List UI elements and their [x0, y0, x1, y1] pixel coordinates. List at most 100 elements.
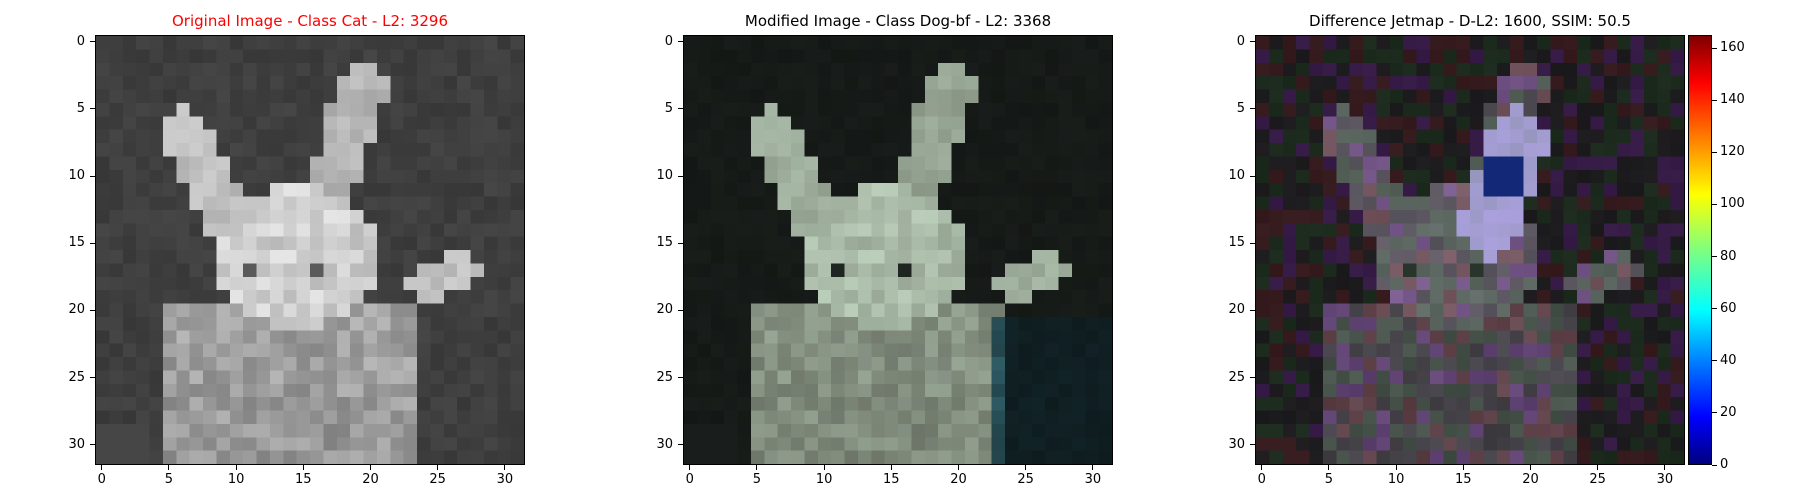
pixel	[149, 250, 164, 264]
pixel	[1058, 357, 1073, 371]
pixel	[697, 183, 712, 197]
pixel	[1496, 223, 1511, 237]
pixel	[964, 290, 979, 304]
pixel	[938, 303, 952, 318]
pixel	[363, 236, 378, 251]
pixel	[1643, 437, 1658, 451]
pixel	[216, 129, 231, 144]
pixel	[497, 143, 511, 157]
pixel	[296, 183, 311, 197]
pixel	[1657, 36, 1671, 50]
pixel	[1603, 129, 1618, 144]
pixel	[710, 343, 725, 358]
pixel	[96, 143, 110, 157]
pixel	[777, 183, 792, 197]
pixel	[162, 423, 177, 438]
pixel	[1523, 250, 1538, 264]
pixel	[844, 62, 859, 77]
pixel	[1376, 129, 1391, 144]
pixel	[443, 263, 458, 278]
pixel	[310, 397, 324, 411]
pixel	[189, 223, 204, 237]
pixel	[1376, 116, 1391, 130]
pixel	[1590, 223, 1605, 237]
pixel	[363, 129, 378, 144]
pixel	[483, 370, 498, 385]
pixel	[1031, 303, 1046, 318]
pixel	[1098, 102, 1112, 117]
pixel	[216, 102, 231, 117]
pixel	[162, 169, 177, 184]
pixel	[1031, 383, 1046, 398]
pixel	[96, 250, 110, 264]
pixel	[1523, 383, 1538, 398]
pixel	[1456, 129, 1471, 144]
pixel	[229, 236, 244, 251]
pixel	[203, 450, 217, 464]
pixel	[1443, 370, 1457, 385]
pixel	[96, 156, 110, 171]
pixel	[1550, 450, 1564, 464]
pixel	[1005, 183, 1019, 197]
pixel	[1590, 303, 1605, 318]
pixel	[443, 156, 458, 171]
pixel	[1363, 156, 1377, 171]
pixel	[1085, 343, 1099, 358]
pixel	[750, 276, 765, 291]
pixel	[96, 397, 110, 411]
pixel	[1376, 316, 1391, 331]
pixel	[1085, 263, 1099, 278]
pixel	[764, 183, 778, 197]
pixel	[777, 370, 792, 385]
pixel	[96, 89, 110, 104]
pixel	[336, 102, 351, 117]
pixel	[978, 423, 992, 438]
pixel	[804, 209, 819, 224]
pixel	[1389, 357, 1404, 371]
pixel	[804, 49, 819, 64]
pixel	[697, 397, 712, 411]
pixel	[857, 263, 872, 278]
pixel	[1031, 357, 1046, 371]
difference-jetmap-title: Difference Jetmap - D-L2: 1600, SSIM: 50…	[1309, 12, 1631, 30]
pixel	[764, 76, 778, 90]
pixel	[1256, 263, 1270, 278]
pixel	[911, 250, 926, 264]
pixel	[964, 156, 979, 171]
pixel	[1577, 316, 1591, 331]
pixel	[269, 370, 284, 385]
pixel	[871, 250, 885, 264]
pixel	[684, 303, 698, 318]
pixel	[817, 183, 832, 197]
pixel	[256, 450, 271, 464]
pixel	[898, 49, 912, 64]
pixel	[911, 62, 926, 77]
pixel	[697, 276, 712, 291]
pixel	[1657, 437, 1671, 451]
pixel	[510, 62, 524, 77]
pixel	[1643, 250, 1658, 264]
pixel	[857, 316, 872, 331]
pixel	[203, 383, 217, 398]
pixel	[1269, 129, 1284, 144]
pixel	[430, 223, 445, 237]
pixel	[1523, 236, 1538, 251]
pixel	[336, 397, 351, 411]
pixel	[483, 143, 498, 157]
pixel	[1256, 129, 1270, 144]
pixel	[497, 276, 511, 291]
pixel	[162, 143, 177, 157]
pixel	[1563, 143, 1578, 157]
pixel	[1563, 263, 1578, 278]
pixel	[898, 397, 912, 411]
pixel	[376, 76, 391, 90]
pixel	[430, 209, 445, 224]
pixel	[336, 276, 351, 291]
pixel	[1389, 423, 1404, 438]
pixel	[1058, 102, 1073, 117]
pixel	[1563, 62, 1578, 77]
pixel	[1045, 236, 1059, 251]
pixel	[122, 303, 137, 318]
pixel	[1603, 169, 1618, 184]
pixel	[1256, 183, 1270, 197]
